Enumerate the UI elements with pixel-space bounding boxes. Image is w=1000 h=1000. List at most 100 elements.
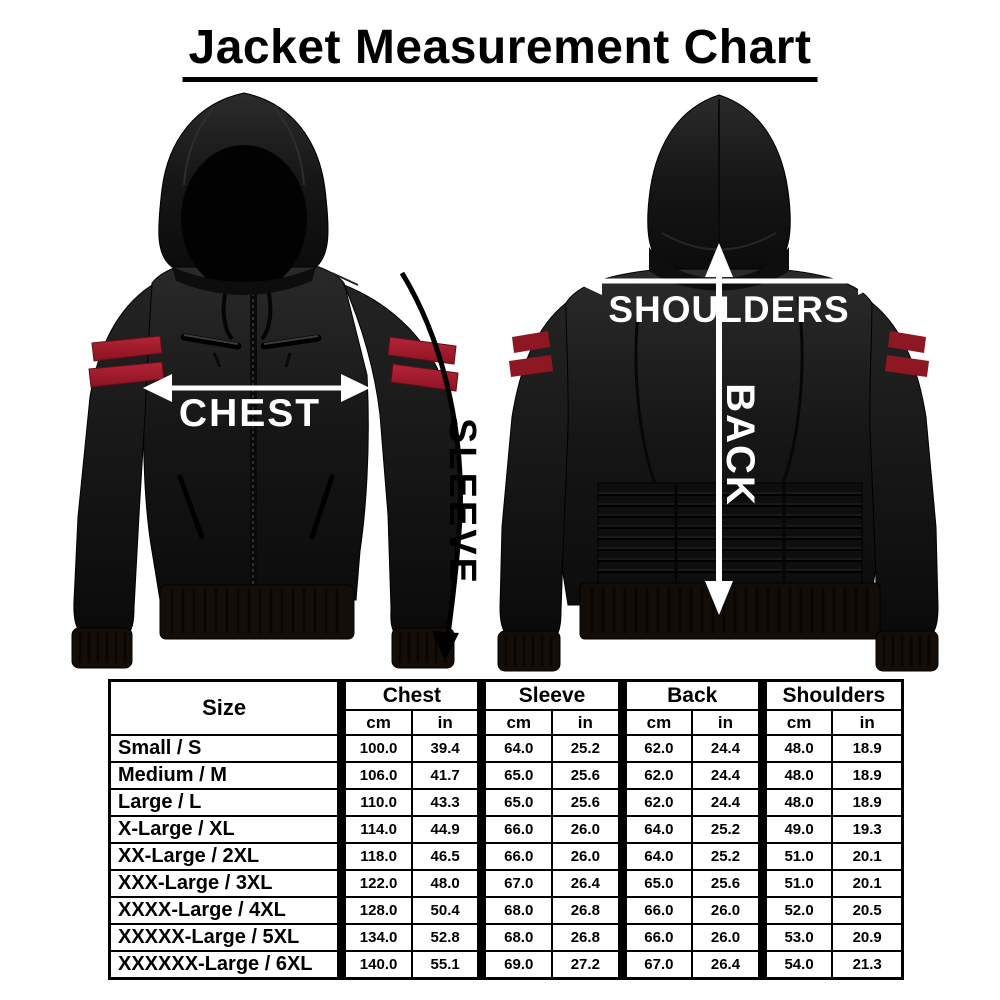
front-hood-seams <box>183 106 305 186</box>
value-cell: 52.0 <box>757 896 834 925</box>
value-cell: 114.0 <box>337 815 413 844</box>
value-cell: 66.0 <box>477 842 554 871</box>
value-cell: 69.0 <box>477 950 554 980</box>
front-shoulder-quilting <box>157 272 359 306</box>
value-cell: 62.0 <box>617 788 694 817</box>
value-cell: 18.9 <box>831 761 904 790</box>
value-cell: 67.0 <box>617 950 694 980</box>
value-cell: 106.0 <box>337 761 413 790</box>
front-left-cuff <box>71 627 133 669</box>
sleeve-stripe <box>885 355 929 377</box>
size-cell: XXXXX-Large / 5XL <box>108 923 343 952</box>
front-chest-pockets <box>180 333 322 368</box>
unit-header: cm <box>617 709 694 736</box>
unit-header: cm <box>337 709 413 736</box>
value-cell: 49.0 <box>757 815 834 844</box>
size-cell: X-Large / XL <box>108 815 343 844</box>
size-table: Size Chest Sleeve Back Shoulders cm in c… <box>108 679 904 980</box>
back-group-header: Back <box>617 679 764 711</box>
value-cell: 128.0 <box>337 896 413 925</box>
value-cell: 68.0 <box>477 923 554 952</box>
value-cell: 25.6 <box>551 761 624 790</box>
sleeve-stripe <box>509 355 553 377</box>
value-cell: 53.0 <box>757 923 834 952</box>
value-cell: 20.1 <box>831 869 904 898</box>
unit-header: cm <box>757 709 834 736</box>
sleeve-stripe <box>91 335 163 362</box>
unit-header: cm <box>477 709 554 736</box>
sleeve-stripe <box>888 331 926 353</box>
unit-header: in <box>691 709 764 736</box>
value-cell: 65.0 <box>617 869 694 898</box>
back-left-cuff <box>497 630 561 672</box>
value-cell: 100.0 <box>337 734 413 763</box>
value-cell: 43.3 <box>410 788 483 817</box>
front-jacket <box>71 92 463 669</box>
value-cell: 140.0 <box>337 950 413 980</box>
back-left-sleeve <box>499 301 569 640</box>
value-cell: 46.5 <box>410 842 483 871</box>
size-cell: Small / S <box>108 734 343 763</box>
value-cell: 26.0 <box>551 815 624 844</box>
back-hem-ribbing <box>579 582 881 640</box>
value-cell: 19.3 <box>831 815 904 844</box>
value-cell: 21.3 <box>831 950 904 980</box>
unit-header: in <box>410 709 483 736</box>
front-hood-opening <box>181 145 307 293</box>
value-cell: 65.0 <box>477 761 554 790</box>
value-cell: 134.0 <box>337 923 413 952</box>
table-unit-header-row: cm in cm in cm in cm in <box>110 709 904 736</box>
value-cell: 48.0 <box>757 734 834 763</box>
value-cell: 50.4 <box>410 896 483 925</box>
size-cell: XXXXXX-Large / 6XL <box>108 950 343 980</box>
size-cell: XXX-Large / 3XL <box>108 869 343 898</box>
sleeve-group-header: Sleeve <box>477 679 624 711</box>
value-cell: 24.4 <box>691 788 764 817</box>
sleeve-arrow-icon <box>399 271 463 661</box>
table-row: Large / L 110.0 43.3 65.0 25.6 62.0 24.4 48.0 1… <box>108 788 904 817</box>
value-cell: 26.4 <box>551 869 624 898</box>
value-cell: 18.9 <box>831 788 904 817</box>
value-cell: 39.4 <box>410 734 483 763</box>
value-cell: 48.0 <box>757 761 834 790</box>
value-cell: 25.2 <box>551 734 624 763</box>
value-cell: 26.4 <box>691 950 764 980</box>
value-cell: 54.0 <box>757 950 834 980</box>
sleeve-stripe <box>512 331 550 353</box>
unit-header: in <box>551 709 624 736</box>
value-cell: 44.9 <box>410 815 483 844</box>
table-row: XXXXX-Large / 5XL 134.0 52.8 68.0 26.8 66.0 2… <box>108 923 904 952</box>
back-label: BACK <box>718 383 762 507</box>
chest-label: CHEST <box>179 392 321 435</box>
jacket-illustration: CHEST SLEEVE <box>71 92 939 672</box>
value-cell: 64.0 <box>617 815 694 844</box>
value-cell: 25.6 <box>691 869 764 898</box>
value-cell: 66.0 <box>617 896 694 925</box>
front-hand-pockets <box>177 474 335 540</box>
value-cell: 26.0 <box>691 896 764 925</box>
front-hood-drape <box>172 267 316 295</box>
value-cell: 64.0 <box>477 734 554 763</box>
chest-group-header: Chest <box>337 679 483 711</box>
table-row: XXX-Large / 3XL 122.0 48.0 67.0 26.4 65.0 25.… <box>108 869 904 898</box>
value-cell: 62.0 <box>617 734 694 763</box>
value-cell: 48.0 <box>757 788 834 817</box>
value-cell: 26.0 <box>691 923 764 952</box>
value-cell: 62.0 <box>617 761 694 790</box>
value-cell: 24.4 <box>691 734 764 763</box>
value-cell: 20.5 <box>831 896 904 925</box>
size-cell: Large / L <box>108 788 343 817</box>
back-arrow-icon <box>705 243 733 615</box>
value-cell: 27.2 <box>551 950 624 980</box>
value-cell: 51.0 <box>757 869 834 898</box>
value-cell: 51.0 <box>757 842 834 871</box>
table-row: XX-Large / 2XL 118.0 46.5 66.0 26.0 64.0 25.2… <box>108 842 904 871</box>
size-table-body: Small / S 100.0 39.4 64.0 25.2 62.0 24.4 48.0 1… <box>108 734 904 980</box>
value-cell: 25.2 <box>691 842 764 871</box>
size-cell: XX-Large / 2XL <box>108 842 343 871</box>
page-title: Jacket Measurement Chart <box>182 20 818 82</box>
value-cell: 25.6 <box>551 788 624 817</box>
value-cell: 65.0 <box>477 788 554 817</box>
value-cell: 66.0 <box>477 815 554 844</box>
back-right-cuff <box>875 630 939 672</box>
